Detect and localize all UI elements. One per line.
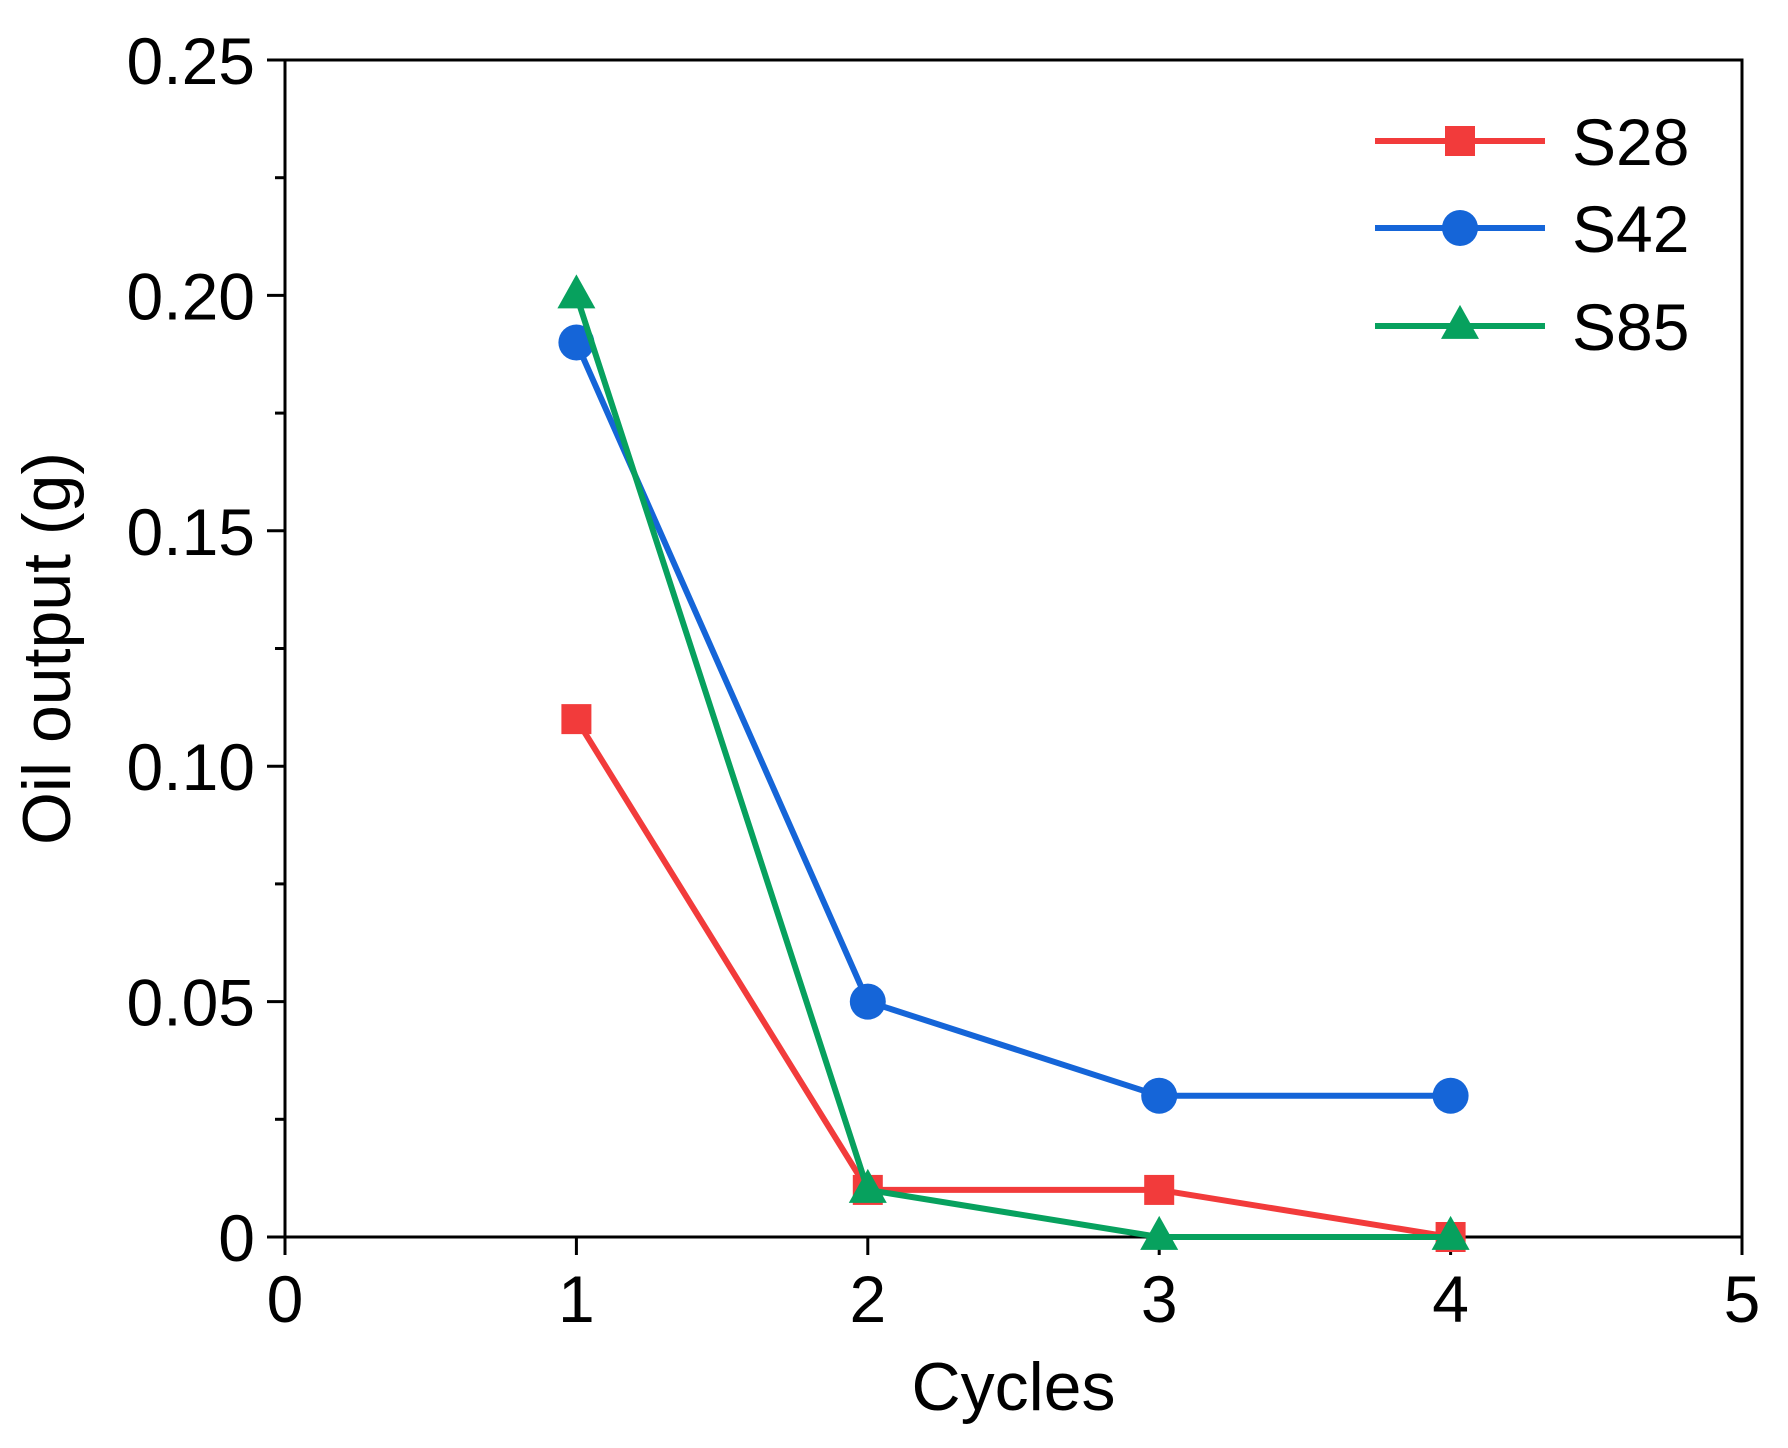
series-s28 [561, 704, 1466, 1252]
series-line-s28 [573, 717, 1452, 1240]
y-axis-title: Oil output (g) [9, 452, 85, 845]
legend-marker-triangle [1441, 304, 1479, 339]
legend-marker-square [1445, 126, 1475, 156]
data-point-s42 [1141, 1077, 1178, 1114]
x-tick-label: 4 [1432, 1262, 1469, 1336]
x-tick-label: 2 [849, 1262, 886, 1336]
legend-item-s85: S85 [1375, 290, 1689, 364]
x-tick-label: 0 [267, 1262, 304, 1336]
data-point-s42 [1432, 1077, 1469, 1114]
legend: S28 S42 S85 [1375, 105, 1689, 364]
series-line-s42 [573, 341, 1451, 1099]
legend-label: S28 [1572, 105, 1689, 179]
data-point-s28 [1144, 1174, 1175, 1205]
x-axis-title: Cycles [911, 1349, 1115, 1425]
data-point-s85 [557, 274, 596, 309]
series-s42 [558, 324, 1469, 1114]
x-tick-label: 1 [558, 1262, 595, 1336]
data-point-s85 [1431, 1215, 1470, 1250]
legend-marker-circle [1442, 210, 1478, 246]
plot-area [283, 58, 1744, 1239]
y-tick-label: 0.20 [127, 259, 255, 333]
data-point-s85 [1140, 1215, 1179, 1250]
legend-label: S85 [1572, 290, 1689, 364]
legend-item-s42: S42 [1375, 192, 1689, 266]
y-tick-label: 0.05 [127, 966, 255, 1040]
series-line-s85 [573, 294, 1451, 1240]
x-tick-label: 3 [1141, 1262, 1178, 1336]
y-tick-label: 0 [218, 1201, 255, 1275]
plot-frame [283, 58, 1744, 1239]
y-tick-label: 0.25 [127, 24, 255, 98]
series-layer [557, 274, 1470, 1252]
legend-label: S42 [1572, 192, 1689, 266]
y-tick-label: 0.15 [127, 495, 255, 569]
data-point-s42 [849, 983, 886, 1020]
data-point-s42 [558, 324, 595, 361]
legend-item-s28: S28 [1375, 105, 1689, 179]
axes: 0 1 2 3 4 5 0 0.05 0.10 0.15 0.20 0.25 [127, 24, 1761, 1336]
x-tick-label: 5 [1724, 1262, 1761, 1336]
y-tick-label: 0.10 [127, 730, 255, 804]
data-point-s28 [561, 704, 592, 735]
series-s85 [557, 274, 1470, 1250]
data-point-s85 [848, 1168, 887, 1203]
